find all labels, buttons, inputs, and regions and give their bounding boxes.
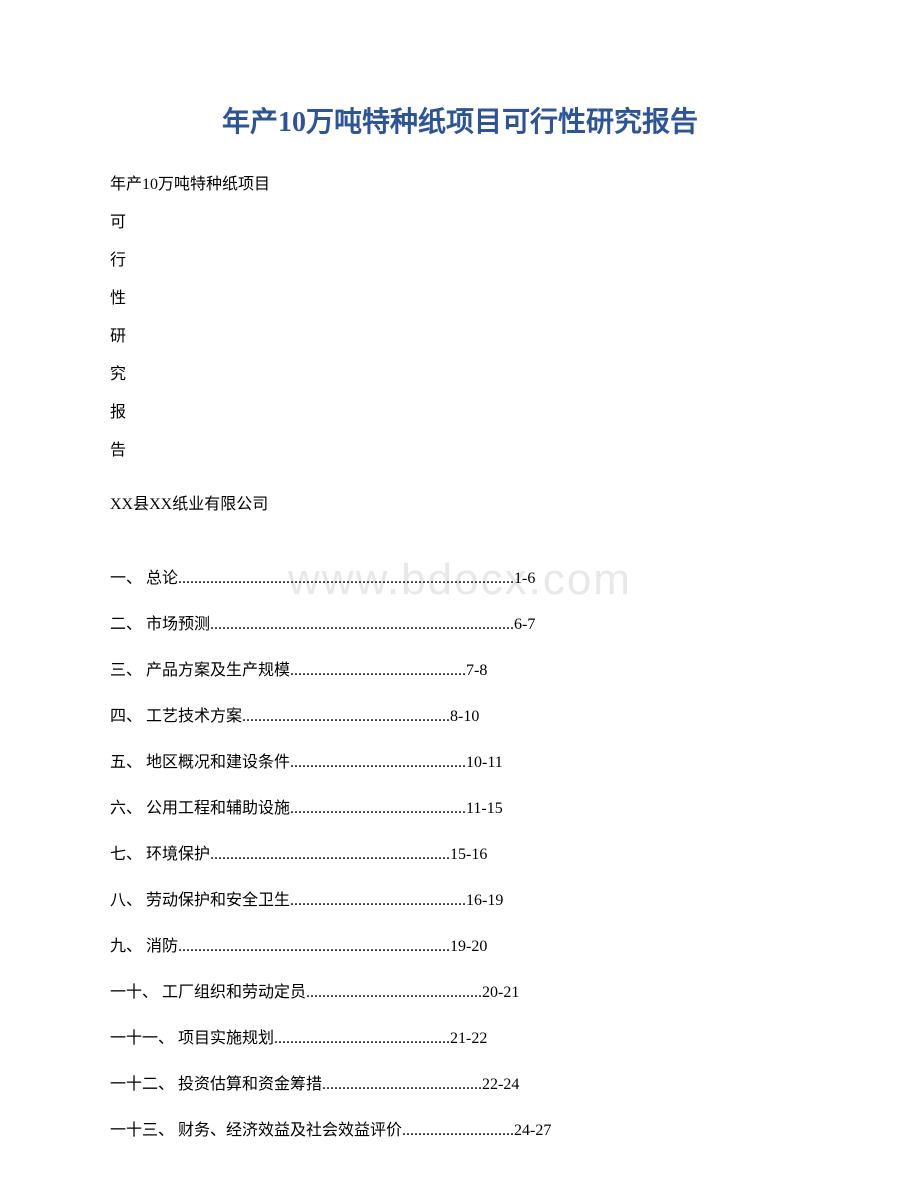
toc-item: 一、 总论...................................… <box>110 564 810 588</box>
toc-item: 七、 环境保护.................................… <box>110 840 810 864</box>
toc-pages: 22-24 <box>482 1076 519 1093</box>
vertical-title-container: 可 行 性 研 究 报 告 <box>110 208 810 460</box>
toc-label: 一、 总论 <box>110 570 178 587</box>
toc-label: 一十三、 财务、经济效益及社会效益评价 <box>110 1122 402 1139</box>
toc-dots: ........................................… <box>274 1030 450 1047</box>
toc-item: 五、 地区概况和建设条件............................… <box>110 748 810 772</box>
toc-item: 一十三、 财务、经济效益及社会效益评价.....................… <box>110 1116 810 1140</box>
vertical-char: 行 <box>110 246 810 270</box>
toc-pages: 8-10 <box>450 708 479 725</box>
toc-pages: 21-22 <box>450 1030 487 1047</box>
vertical-char: 研 <box>110 322 810 346</box>
toc-label: 七、 环境保护 <box>110 846 210 863</box>
toc-dots: ........................................… <box>242 708 450 725</box>
toc-dots: ........................................… <box>290 754 466 771</box>
vertical-char: 告 <box>110 436 810 460</box>
vertical-char: 性 <box>110 284 810 308</box>
toc-label: 四、 工艺技术方案 <box>110 708 242 725</box>
toc-item: 三、 产品方案及生产规模............................… <box>110 656 810 680</box>
toc-pages: 11-15 <box>466 800 503 817</box>
toc-label: 九、 消防 <box>110 938 178 955</box>
toc-label: 三、 产品方案及生产规模 <box>110 662 290 679</box>
document-title: 年产10万吨特种纸项目可行性研究报告 <box>110 100 810 140</box>
table-of-contents: 一、 总论...................................… <box>110 564 810 1140</box>
toc-pages: 1-6 <box>514 570 535 587</box>
document-subtitle: 年产10万吨特种纸项目 <box>110 170 810 194</box>
toc-dots: ........................................… <box>290 800 466 817</box>
toc-pages: 20-21 <box>482 984 519 1001</box>
toc-pages: 24-27 <box>514 1122 551 1139</box>
toc-dots: ........................................… <box>306 984 482 1001</box>
toc-pages: 19-20 <box>450 938 487 955</box>
toc-pages: 7-8 <box>466 662 487 679</box>
toc-item: 一十、 工厂组织和劳动定员...........................… <box>110 978 810 1002</box>
toc-label: 二、 市场预测 <box>110 616 210 633</box>
toc-item: 一十一、 项目实施规划.............................… <box>110 1024 810 1048</box>
toc-item: 四、 工艺技术方案...............................… <box>110 702 810 726</box>
toc-dots: ........................................ <box>322 1076 482 1093</box>
toc-pages: 16-19 <box>466 892 503 909</box>
toc-dots: ........................................… <box>290 892 466 909</box>
toc-dots: ............................ <box>402 1122 514 1139</box>
vertical-char: 究 <box>110 360 810 384</box>
toc-pages: 15-16 <box>450 846 487 863</box>
company-name: XX县XX纸业有限公司 <box>110 490 810 514</box>
toc-label: 一十二、 投资估算和资金筹措 <box>110 1076 322 1093</box>
vertical-char: 可 <box>110 208 810 232</box>
toc-label: 八、 劳动保护和安全卫生 <box>110 892 290 909</box>
toc-dots: ........................................… <box>210 616 514 633</box>
toc-item: 二、 市场预测.................................… <box>110 610 810 634</box>
toc-item: 九、 消防...................................… <box>110 932 810 956</box>
toc-label: 一十、 工厂组织和劳动定员 <box>110 984 306 1001</box>
toc-dots: ........................................… <box>178 570 514 587</box>
toc-item: 八、 劳动保护和安全卫生............................… <box>110 886 810 910</box>
toc-label: 六、 公用工程和辅助设施 <box>110 800 290 817</box>
toc-dots: ........................................… <box>290 662 466 679</box>
toc-item: 一十二、 投资估算和资金筹措..........................… <box>110 1070 810 1094</box>
vertical-char: 报 <box>110 398 810 422</box>
toc-pages: 6-7 <box>514 616 535 633</box>
toc-dots: ........................................… <box>178 938 450 955</box>
toc-label: 一十一、 项目实施规划 <box>110 1030 274 1047</box>
toc-label: 五、 地区概况和建设条件 <box>110 754 290 771</box>
toc-item: 六、 公用工程和辅助设施............................… <box>110 794 810 818</box>
toc-pages: 10-11 <box>466 754 503 771</box>
toc-dots: ........................................… <box>210 846 450 863</box>
